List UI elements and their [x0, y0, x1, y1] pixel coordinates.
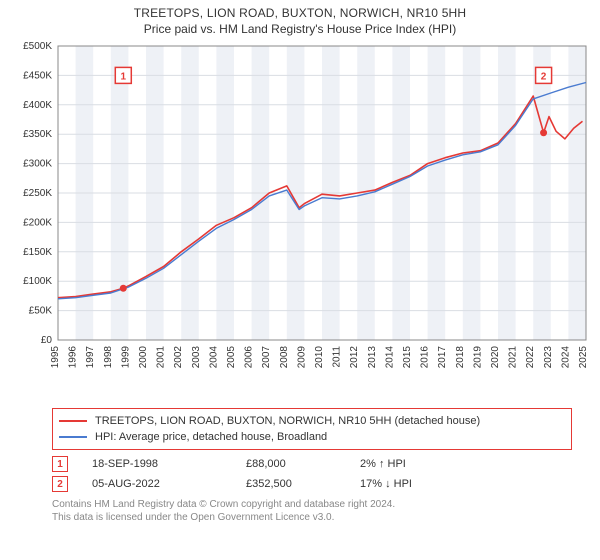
svg-text:1996: 1996: [68, 346, 79, 369]
legend-label: TREETOPS, LION ROAD, BUXTON, NORWICH, NR…: [95, 413, 480, 429]
footer-line: Contains HM Land Registry data © Crown c…: [52, 498, 572, 511]
legend: TREETOPS, LION ROAD, BUXTON, NORWICH, NR…: [52, 408, 572, 450]
svg-text:£100K: £100K: [23, 276, 52, 287]
svg-text:£500K: £500K: [23, 41, 52, 52]
svg-text:2019: 2019: [472, 346, 483, 369]
chart-title: TREETOPS, LION ROAD, BUXTON, NORWICH, NR…: [10, 6, 590, 20]
svg-text:2006: 2006: [244, 346, 255, 369]
sale-price: £88,000: [246, 458, 336, 470]
svg-text:2022: 2022: [525, 346, 536, 369]
svg-text:2000: 2000: [138, 346, 149, 369]
svg-text:2004: 2004: [208, 346, 219, 369]
svg-text:£400K: £400K: [23, 100, 52, 111]
svg-text:2014: 2014: [384, 346, 395, 369]
sale-row: 2 05-AUG-2022 £352,500 17% ↓ HPI: [52, 474, 572, 494]
svg-text:2009: 2009: [296, 346, 307, 369]
legend-item: TREETOPS, LION ROAD, BUXTON, NORWICH, NR…: [59, 413, 565, 429]
chart-container: TREETOPS, LION ROAD, BUXTON, NORWICH, NR…: [0, 0, 600, 528]
svg-text:1995: 1995: [50, 346, 61, 369]
sale-diff: 2% ↑ HPI: [360, 458, 480, 470]
svg-text:£350K: £350K: [23, 129, 52, 140]
svg-text:2: 2: [541, 71, 547, 82]
svg-text:2001: 2001: [156, 346, 167, 369]
svg-text:2021: 2021: [508, 346, 519, 369]
svg-text:1999: 1999: [120, 346, 131, 369]
svg-text:1998: 1998: [103, 346, 114, 369]
svg-text:2016: 2016: [420, 346, 431, 369]
svg-text:2025: 2025: [578, 346, 589, 369]
titles: TREETOPS, LION ROAD, BUXTON, NORWICH, NR…: [10, 6, 590, 36]
svg-text:2018: 2018: [455, 346, 466, 369]
svg-text:£150K: £150K: [23, 247, 52, 258]
svg-text:2005: 2005: [226, 346, 237, 369]
footer-attribution: Contains HM Land Registry data © Crown c…: [52, 498, 572, 524]
svg-text:2010: 2010: [314, 346, 325, 369]
svg-text:1997: 1997: [85, 346, 96, 369]
sales-table: 1 18-SEP-1998 £88,000 2% ↑ HPI 2 05-AUG-…: [52, 454, 572, 494]
svg-text:2002: 2002: [173, 346, 184, 369]
svg-text:2017: 2017: [437, 346, 448, 369]
svg-text:2007: 2007: [261, 346, 272, 369]
chart-area: £0 £50K £100K £150K £200K £250K £300K £350K £400…: [10, 40, 590, 400]
svg-text:2015: 2015: [402, 346, 413, 369]
svg-text:2023: 2023: [543, 346, 554, 369]
svg-text:2024: 2024: [560, 346, 571, 369]
svg-text:2020: 2020: [490, 346, 501, 369]
legend-swatch: [59, 436, 87, 438]
svg-text:2008: 2008: [279, 346, 290, 369]
svg-text:2003: 2003: [191, 346, 202, 369]
legend-swatch: [59, 420, 87, 422]
legend-label: HPI: Average price, detached house, Broa…: [95, 429, 327, 445]
sale-marker: 2: [52, 476, 68, 492]
line-chart: £0 £50K £100K £150K £200K £250K £300K £350K £400…: [10, 40, 590, 400]
sale-date: 05-AUG-2022: [92, 478, 222, 490]
svg-text:£450K: £450K: [23, 70, 52, 81]
svg-text:£50K: £50K: [29, 306, 53, 317]
sale-price: £352,500: [246, 478, 336, 490]
svg-text:2011: 2011: [332, 346, 343, 368]
chart-subtitle: Price paid vs. HM Land Registry's House …: [10, 22, 590, 36]
sale-diff: 17% ↓ HPI: [360, 478, 480, 490]
svg-text:£0: £0: [41, 335, 53, 346]
svg-text:£200K: £200K: [23, 217, 52, 228]
sale-row: 1 18-SEP-1998 £88,000 2% ↑ HPI: [52, 454, 572, 474]
svg-text:£250K: £250K: [23, 188, 52, 199]
svg-text:£300K: £300K: [23, 159, 52, 170]
svg-text:2013: 2013: [367, 346, 378, 369]
sale-date: 18-SEP-1998: [92, 458, 222, 470]
svg-text:2012: 2012: [349, 346, 360, 369]
sale-marker: 1: [52, 456, 68, 472]
footer-line: This data is licensed under the Open Gov…: [52, 511, 572, 524]
svg-text:1: 1: [121, 71, 127, 82]
legend-item: HPI: Average price, detached house, Broa…: [59, 429, 565, 445]
